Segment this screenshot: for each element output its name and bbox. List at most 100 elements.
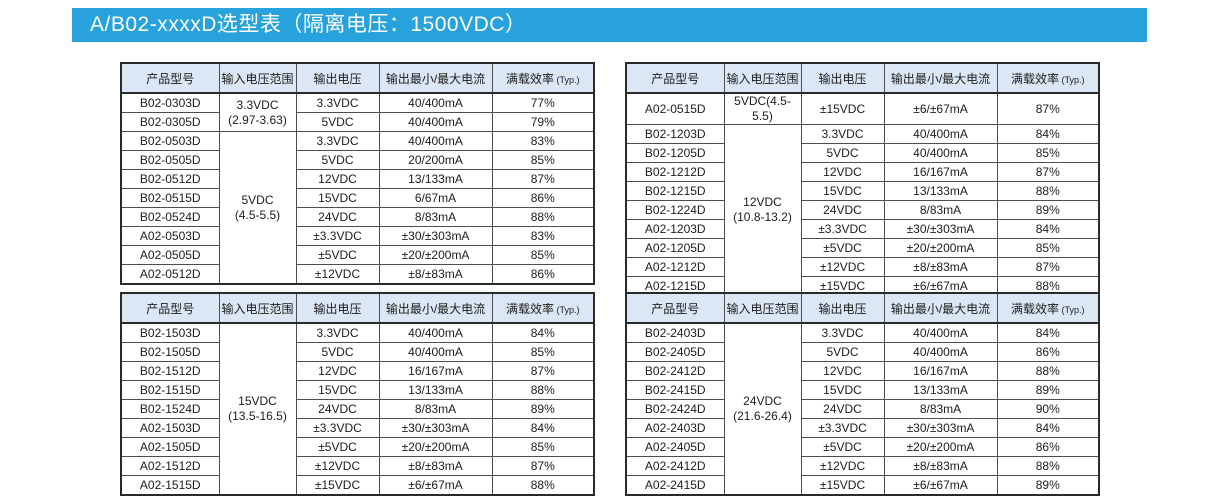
cell-efficiency: 85% — [996, 238, 1100, 258]
cell-output-current: ±6/±67mA — [883, 92, 998, 125]
cell-output-voltage: 3.3VDC — [800, 124, 885, 144]
table-row: A02-1203D ±3.3VDC ±30/±303mA 84% — [625, 219, 1100, 239]
cell-output-voltage: 3.3VDC — [295, 322, 380, 343]
cell-output-current: ±6/±67mA — [378, 475, 493, 496]
cell-product-model: B02-1512D — [120, 361, 220, 381]
cell-efficiency: 84% — [491, 418, 595, 438]
cell-efficiency: 88% — [491, 207, 595, 227]
cell-output-current: 16/167mA — [883, 361, 998, 381]
column-header: 输入电压范围 — [218, 62, 297, 94]
cell-efficiency: 85% — [491, 150, 595, 170]
table-row: A02-2405D ±5VDC ±20/±200mA 86% — [625, 437, 1100, 457]
cell-output-voltage: 3.3VDC — [295, 131, 380, 151]
table-header-row: 产品型号 输入电压范围 输出电压 输出最小/最大电流 满载效率 (Typ.) — [120, 62, 595, 94]
selection-table-top-right: 产品型号 输入电压范围 输出电压 输出最小/最大电流 满载效率 (Typ.) A02-0… — [625, 62, 1100, 297]
cell-output-current: 16/167mA — [883, 162, 998, 182]
table-row: A02-0512D ±12VDC ±8/±83mA 86% — [120, 264, 595, 285]
section-title-bar: A/B02-xxxxD选型表（隔离电压：1500VDC） — [72, 8, 1147, 42]
cell-output-voltage: 12VDC — [295, 169, 380, 189]
cell-product-model: A02-0503D — [120, 226, 220, 246]
cell-product-model: B02-0305D — [120, 112, 220, 132]
cell-output-voltage: ±3.3VDC — [295, 418, 380, 438]
table-row: B02-0503D 5VDC (4.5-5.5) 3.3VDC 40/400mA 83% — [120, 131, 595, 285]
cell-output-voltage: ±15VDC — [800, 475, 885, 496]
cell-product-model: B02-1524D — [120, 399, 220, 419]
cell-efficiency: 88% — [996, 361, 1100, 381]
cell-efficiency: 85% — [491, 342, 595, 362]
cell-efficiency: 88% — [996, 456, 1100, 476]
cell-output-current: 13/133mA — [378, 380, 493, 400]
cell-output-current: 40/400mA — [883, 143, 998, 163]
table-row: B02-1212D 12VDC 16/167mA 87% — [625, 162, 1100, 182]
cell-efficiency: 87% — [996, 257, 1100, 277]
cell-product-model: B02-1205D — [625, 143, 725, 163]
table-row: A02-1503D ±3.3VDC ±30/±303mA 84% — [120, 418, 595, 438]
cell-product-model: B02-1212D — [625, 162, 725, 182]
cell-output-voltage: 3.3VDC — [295, 92, 380, 113]
cell-product-model: B02-1503D — [120, 322, 220, 343]
cell-product-model: A02-1215D — [625, 276, 725, 297]
cell-efficiency: 79% — [491, 112, 595, 132]
column-header: 输出最小/最大电流 — [883, 62, 998, 94]
cell-product-model: A02-1212D — [625, 257, 725, 277]
column-header: 产品型号 — [120, 292, 220, 324]
table-row: A02-1512D ±12VDC ±8/±83mA 87% — [120, 456, 595, 476]
cell-output-current: 8/83mA — [378, 399, 493, 419]
table-row: B02-1505D 5VDC 40/400mA 85% — [120, 342, 595, 362]
cell-efficiency: 88% — [491, 380, 595, 400]
cell-output-voltage: ±3.3VDC — [800, 219, 885, 239]
table-row: A02-0505D ±5VDC ±20/±200mA 85% — [120, 245, 595, 265]
cell-output-current: ±30/±303mA — [378, 418, 493, 438]
table-row: B02-0515D 15VDC 6/67mA 86% — [120, 188, 595, 208]
cell-product-model: A02-2405D — [625, 437, 725, 457]
cell-output-current: ±8/±83mA — [378, 456, 493, 476]
table-row: B02-1224D 24VDC 8/83mA 89% — [625, 200, 1100, 220]
cell-output-current: 40/400mA — [378, 112, 493, 132]
cell-output-voltage: ±5VDC — [800, 437, 885, 457]
table-row: B02-2424D 24VDC 8/83mA 90% — [625, 399, 1100, 419]
cell-product-model: B02-2405D — [625, 342, 725, 362]
cell-efficiency: 87% — [491, 361, 595, 381]
cell-efficiency: 85% — [491, 437, 595, 457]
cell-efficiency: 89% — [996, 200, 1100, 220]
selection-table-bottom-left: 产品型号 输入电压范围 输出电压 输出最小/最大电流 满载效率 (Typ.) B02-1… — [120, 292, 595, 496]
table-row: B02-1215D 15VDC 13/133mA 88% — [625, 181, 1100, 201]
cell-output-current: 13/133mA — [883, 380, 998, 400]
column-header: 输出电压 — [295, 292, 380, 324]
cell-efficiency: 87% — [491, 169, 595, 189]
column-header: 输入电压范围 — [218, 292, 297, 324]
cell-product-model: A02-1205D — [625, 238, 725, 258]
cell-product-model: B02-1203D — [625, 124, 725, 144]
cell-product-model: B02-2412D — [625, 361, 725, 381]
cell-output-voltage: 5VDC — [800, 342, 885, 362]
cell-product-model: B02-1505D — [120, 342, 220, 362]
cell-output-voltage: ±5VDC — [295, 437, 380, 457]
cell-output-current: 8/83mA — [883, 399, 998, 419]
cell-output-current: ±30/±303mA — [378, 226, 493, 246]
cell-output-voltage: 5VDC — [800, 143, 885, 163]
cell-output-voltage: ±3.3VDC — [800, 418, 885, 438]
cell-output-voltage: ±3.3VDC — [295, 226, 380, 246]
table-row: A02-2415D ±15VDC ±6/±67mA 89% — [625, 475, 1100, 496]
table-row: B02-0303D 3.3VDC (2.97-3.63) 3.3VDC 40/400m… — [120, 92, 595, 132]
table-row: A02-1515D ±15VDC ±6/±67mA 88% — [120, 475, 595, 496]
cell-efficiency: 86% — [491, 264, 595, 285]
column-header: 满载效率 (Typ.) — [491, 292, 595, 324]
cell-output-current: 40/400mA — [378, 92, 493, 113]
cell-output-voltage: 5VDC — [295, 150, 380, 170]
cell-product-model: A02-1203D — [625, 219, 725, 239]
cell-product-model: A02-1515D — [120, 475, 220, 496]
column-header: 输入电压范围 — [723, 292, 802, 324]
cell-efficiency: 89% — [996, 380, 1100, 400]
cell-output-current: 6/67mA — [378, 188, 493, 208]
cell-efficiency: 86% — [996, 437, 1100, 457]
cell-output-current: ±20/±200mA — [378, 437, 493, 457]
cell-efficiency: 84% — [996, 124, 1100, 144]
cell-efficiency: 85% — [491, 245, 595, 265]
selection-table-bottom-right: 产品型号 输入电压范围 输出电压 输出最小/最大电流 满载效率 (Typ.) B02-2… — [625, 292, 1100, 496]
cell-product-model: B02-0505D — [120, 150, 220, 170]
cell-output-voltage: ±12VDC — [295, 456, 380, 476]
table-row: A02-0515D 5VDC(4.5-5.5) ±15VDC ±6/±67mA 87% — [625, 92, 1100, 125]
cell-product-model: A02-1512D — [120, 456, 220, 476]
efficiency-typ-note: (Typ.) — [554, 74, 580, 85]
